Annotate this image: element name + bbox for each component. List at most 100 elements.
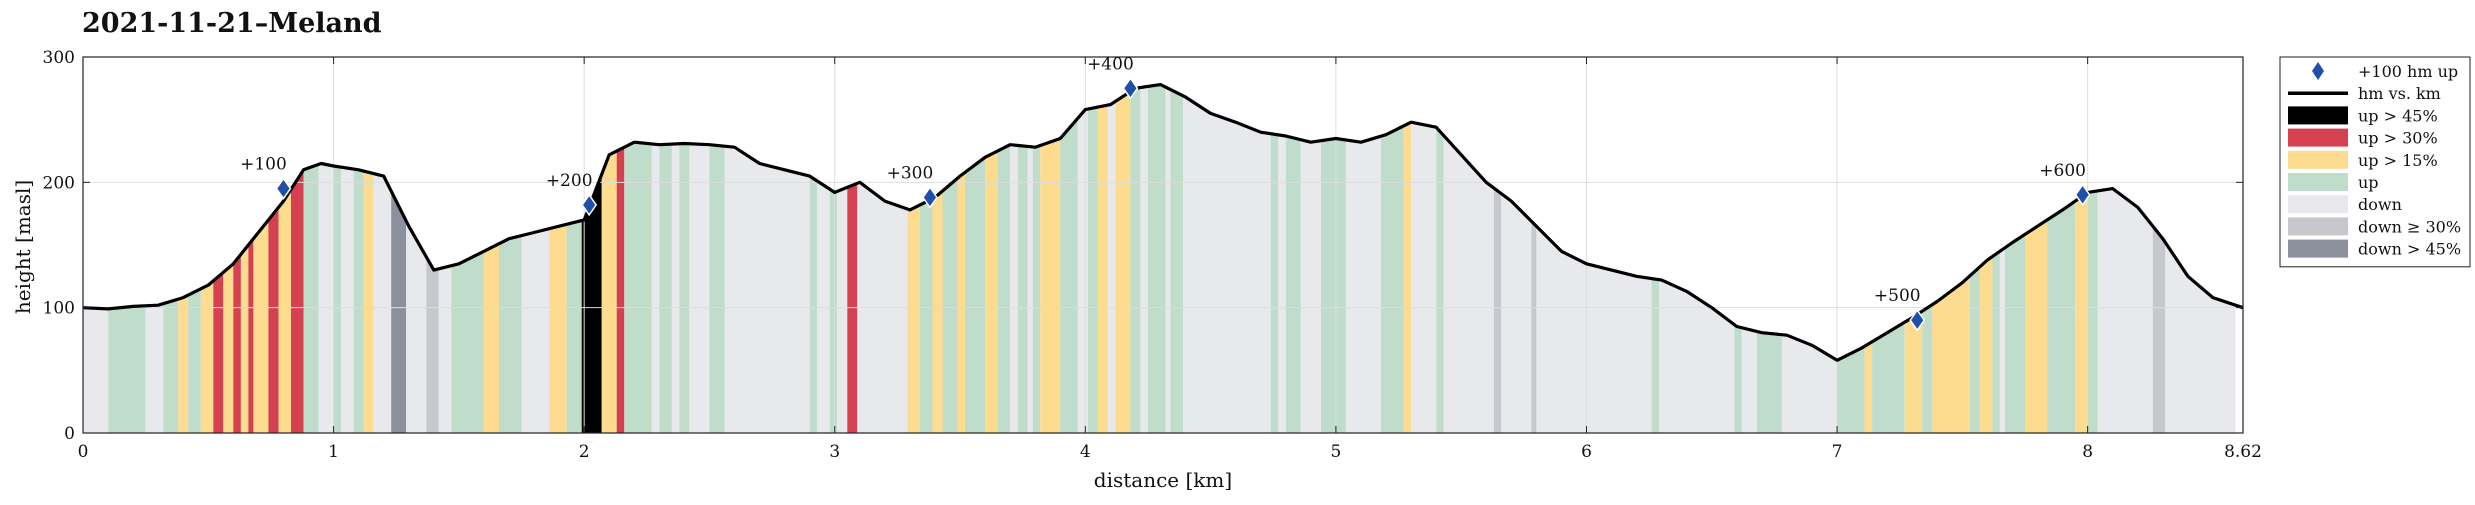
band-down [438,265,452,433]
band-down45 [391,191,407,433]
band-up30 [233,254,241,433]
x-tick-label: 1 [328,442,339,462]
band-down [2165,242,2236,433]
band-down [521,228,550,433]
grid-lines [83,57,2243,433]
band-up15 [178,295,189,433]
band-up [2047,201,2076,433]
legend-label: up [2358,173,2379,192]
climb-marker [1122,77,1139,100]
band-up [919,198,933,433]
axes-box [82,56,2244,434]
band-down30 [1493,188,1502,433]
band-down [406,221,427,433]
climb-marker [275,177,292,200]
band-up [1436,127,1444,433]
band-down [1140,86,1148,433]
climb-marker [1909,308,1926,332]
band-up [1285,136,1301,433]
x-tick-label: 2 [579,442,590,462]
band-up [1270,133,1279,433]
x-tick-label: 7 [1832,442,1843,462]
band-up [108,305,146,433]
band-up [1922,304,1933,433]
band-down [1741,327,1757,433]
band-up [997,144,1011,433]
band-up [709,144,725,433]
legend-label: down [2358,195,2402,214]
band-up15 [363,171,374,433]
band-up15 [907,204,920,433]
band-down [1077,109,1088,433]
band-up15 [549,224,567,433]
band-down [1999,247,2005,433]
climb-marker [2074,183,2091,207]
legend-label: up > 45% [2358,106,2438,125]
band-down [318,163,334,434]
band-up15 [200,280,214,433]
band-down [83,307,109,433]
band-up15 [1979,256,1993,433]
band-down [1443,135,1494,433]
band-down [1278,134,1286,434]
band-up [188,288,201,433]
band-up30 [268,207,279,433]
band-up [1992,251,2000,433]
band-up [451,251,484,433]
band-down [1010,144,1018,433]
climb-marker-label: +200 [546,171,593,191]
climb-marker [581,193,598,217]
band-up [1148,84,1166,434]
band-down [1536,226,1652,433]
x-ticks: 0 1 2 3 4 5 6 7 8 8.62 [78,57,2262,462]
legend-label: down ≥ 30% [2358,217,2461,236]
band-down [651,144,660,433]
band-up15 [957,172,965,434]
band-up15 [1040,138,1061,433]
band-up15 [1932,275,1970,433]
climb-marker [922,186,938,209]
x-tick-label: 5 [1330,442,1341,462]
band-up45 [581,174,602,434]
band-down [1165,87,1171,433]
legend-swatch-down [2288,195,2348,214]
elevation-line [82,83,2244,362]
band-up [942,178,958,433]
band-up [679,143,690,433]
legend-swatch-up [2288,173,2348,191]
band-down [1659,279,1735,433]
legend-label: hm vs. km [2358,84,2441,103]
y-tick-label: 100 [43,299,75,319]
legend-label: up > 15% [2358,151,2438,170]
band-up [624,142,652,433]
band-up15 [1097,105,1108,433]
band-up [333,166,342,433]
band-up15 [253,219,269,433]
band-up15 [2025,219,2048,433]
band-down [373,173,392,433]
band-down [817,181,830,433]
band-down [1027,146,1033,433]
band-up15 [223,263,234,433]
climb-marker-label: +100 [240,155,287,175]
band-up [1837,346,1865,433]
legend-swatch-up15 [2288,150,2348,169]
legend: +100 hm up hm vs. km up > 45% up > 30% up > … [2279,56,2471,268]
y-axis-label: height [masl] [11,180,35,314]
band-down [1183,95,1271,434]
legend-marker-swatch [2312,62,2324,80]
band-up15 [1115,91,1131,433]
band-up [1756,331,1782,433]
x-tick-label: 8.62 [2224,442,2262,462]
band-down [1107,101,1116,434]
band-up [353,169,364,433]
y-tick-label: 200 [43,173,75,193]
gradient-bands [83,84,2236,434]
climb-marker-label: +400 [1087,54,1134,74]
band-down30 [2152,226,2166,433]
band-up [1170,89,1183,433]
band-up [566,220,582,433]
band-up [2004,234,2025,433]
x-tick-label: 8 [2082,442,2093,462]
